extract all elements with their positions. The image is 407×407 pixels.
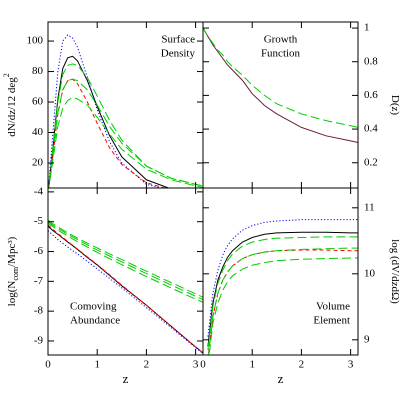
y-tick-label: 1 [364,22,370,34]
annotation: Element [313,315,350,327]
annotation: Abundance [70,315,120,327]
y-axis-label: log (dV/dzdΩ) [389,239,401,304]
data-line [48,78,167,188]
x-axis-label: z [123,371,129,386]
data-line [48,219,203,298]
annotation: Volume [316,301,350,313]
y-tick-label: 0.4 [364,123,378,135]
plot-area [48,34,203,188]
annotation: Surface [161,34,195,46]
x-tick-label: 2 [144,359,150,371]
plot-area [48,219,203,354]
y-tick-label: -9 [34,335,44,347]
panel-frame [202,187,359,356]
y-tick-label: -5 [34,215,44,227]
data-line [207,236,358,350]
data-line [203,27,358,144]
data-line [48,63,203,188]
data-line [48,55,171,188]
data-line [48,78,203,188]
y-tick-label: 10 [364,267,376,279]
y-axis-label: D(z) [389,95,401,115]
y-axis-label: log(Ncom/Mpc³) [6,236,21,306]
plot-area [207,219,358,355]
annotation: Function [261,48,301,60]
y-tick-label: 80 [32,65,44,77]
y-tick-label: -6 [34,245,44,257]
y-tick-label: 0.2 [364,156,378,168]
x-axis-label: z [278,371,284,386]
data-line [207,249,358,355]
data-line [48,224,203,354]
y-label-part: 2 [2,73,11,77]
y-label-part: log (dV/dzdΩ) [389,239,401,304]
data-line [48,222,203,303]
x-tick-label: 0 [200,359,206,371]
data-line [48,96,203,188]
y-tick-label: 100 [27,35,44,47]
annotation: Density [161,48,196,60]
y-tick-label: -7 [34,275,44,287]
y-label-part: com [11,266,20,281]
data-line [203,27,358,128]
x-tick-label: 1 [249,359,255,371]
x-tick-label: 3 [348,359,354,371]
annotation: Comoving [70,301,117,313]
x-tick-label: 1 [94,359,100,371]
y-label-part: dN/dz/12 deg [6,77,18,137]
plot-area [203,27,358,144]
data-line [207,219,358,337]
y-tick-label: -8 [34,305,44,317]
y-axis-label: dN/dz/12 deg2 [2,73,17,137]
y-tick-label: 11 [364,201,375,213]
y-label-part: D(z) [389,95,401,115]
y-tick-label: 9 [364,333,370,345]
y-tick-label: 40 [32,126,44,138]
x-tick-label: 2 [299,359,305,371]
y-tick-label: 60 [32,96,44,108]
x-tick-label: 0 [45,359,51,371]
y-tick-label: 20 [32,157,44,169]
data-line [48,221,203,300]
data-line [208,257,358,355]
data-line [207,247,358,355]
y-tick-label: -4 [34,185,44,197]
panel-frame [47,187,204,356]
data-line [207,231,358,347]
y-tick-label: 0.8 [364,55,378,67]
x-tick-label: 3 [193,359,199,371]
y-tick-label: 0.6 [364,89,378,101]
annotation: Growth [264,34,298,46]
y-label-part: /Mpc³) [6,236,18,267]
y-label-part: log(N [6,281,18,307]
